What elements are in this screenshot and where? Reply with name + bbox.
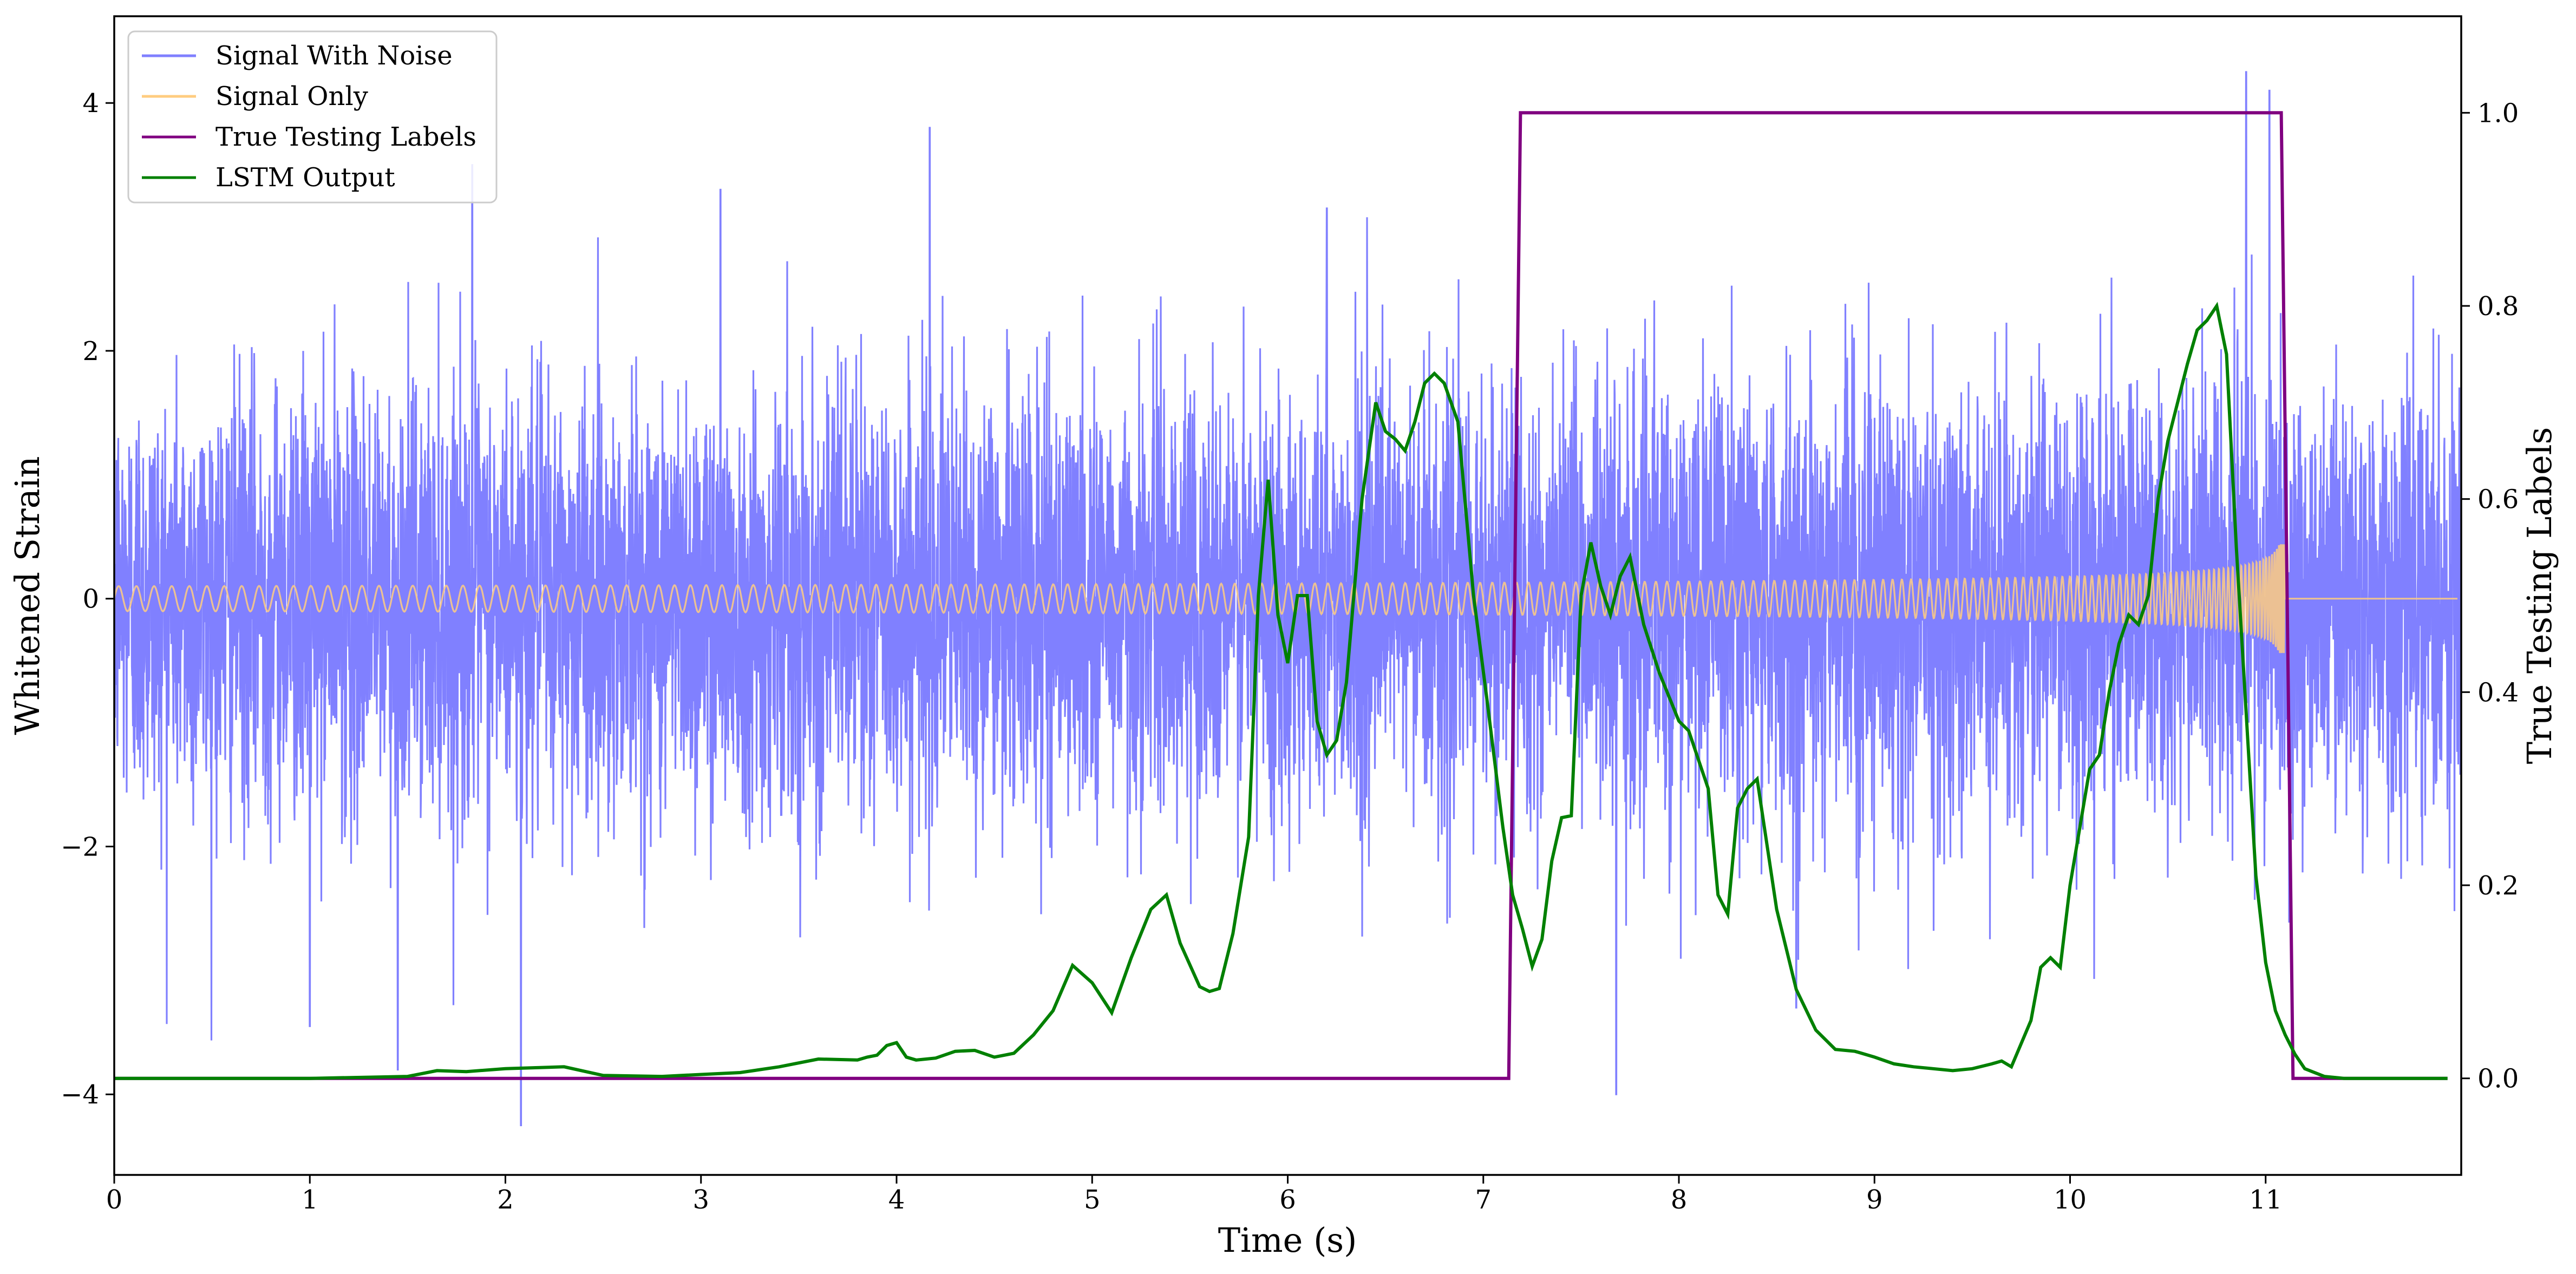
legend-label-signal-with-noise: Signal With Noise [215, 41, 453, 71]
y-tick-label: 2 [82, 336, 99, 367]
y-tick-label: −2 [61, 832, 99, 862]
x-tick-label: 5 [1084, 1185, 1101, 1215]
y2-axis-label: True Testing Labels [2520, 427, 2559, 765]
series-lstm-output [114, 302, 2448, 1080]
legend-label-lstm-output: LSTM Output [215, 162, 395, 193]
y2-tick-label: 1.0 [2477, 98, 2519, 128]
x-tick-label: 7 [1475, 1185, 1492, 1215]
legend: Signal With Noise Signal Only True Testi… [127, 30, 498, 204]
x-tick-label: 3 [692, 1185, 709, 1215]
legend-item-signal-only: Signal Only [142, 81, 368, 112]
x-tick-label: 9 [1866, 1185, 1883, 1215]
y-tick-label: 0 [82, 584, 99, 615]
y2-tick-label: 0.8 [2477, 291, 2519, 322]
x-tick-label: 0 [106, 1185, 123, 1215]
x-tick-label: 11 [2249, 1185, 2282, 1215]
y-axis-right: 0.0 0.2 0.4 0.6 0.8 1.0 [2461, 98, 2519, 1094]
x-tick-label: 2 [497, 1185, 514, 1215]
y-axis-left: −4 −2 0 2 4 [61, 88, 114, 1110]
x-tick-label: 10 [2054, 1185, 2087, 1215]
x-tick-label: 4 [888, 1185, 905, 1215]
legend-item-signal-with-noise: Signal With Noise [142, 41, 453, 71]
legend-item-lstm-output: LSTM Output [142, 162, 395, 193]
y2-tick-label: 0.0 [2477, 1064, 2519, 1094]
x-tick-label: 1 [302, 1185, 318, 1215]
series-signal-only [114, 544, 2457, 654]
x-axis: 0 1 2 3 4 5 6 7 8 9 10 11 [106, 1175, 2282, 1215]
x-tick-label: 6 [1279, 1185, 1296, 1215]
y-axis-label: Whitened Strain [8, 456, 47, 735]
x-tick-label: 8 [1671, 1185, 1688, 1215]
legend-label-signal-only: Signal Only [215, 81, 368, 112]
y-tick-label: 4 [82, 88, 99, 119]
legend-box [127, 30, 498, 204]
y-tick-label: −4 [61, 1080, 99, 1110]
series-true-testing-labels [114, 111, 2448, 1080]
x-axis-label: Time (s) [1218, 1220, 1357, 1260]
legend-item-true-testing-labels: True Testing Labels [142, 122, 476, 152]
plot-area [114, 71, 2461, 1126]
legend-label-true-testing-labels: True Testing Labels [215, 122, 476, 152]
y2-tick-label: 0.4 [2477, 677, 2519, 708]
y2-tick-label: 0.6 [2477, 485, 2519, 515]
y2-tick-label: 0.2 [2477, 871, 2519, 901]
